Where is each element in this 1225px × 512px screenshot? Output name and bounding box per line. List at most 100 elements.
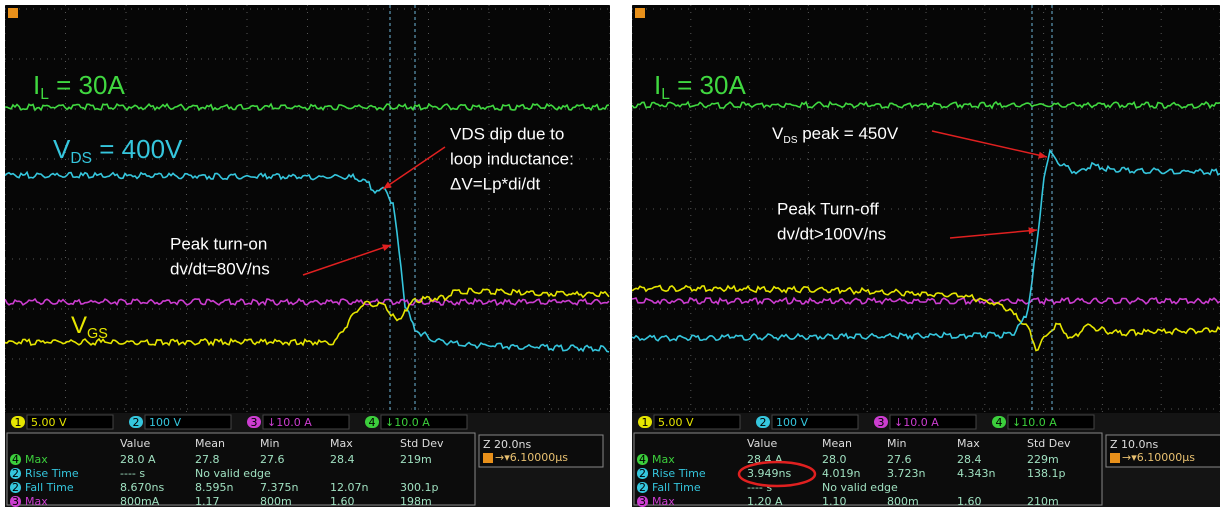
- measure-cell: Fall Time: [652, 481, 701, 494]
- measure-cell: No valid edge: [195, 467, 271, 480]
- label-part: I: [33, 70, 40, 100]
- measure-cell: 27.6: [260, 453, 285, 466]
- channel-number: 2: [760, 416, 767, 429]
- measure-cell: ---- s: [120, 467, 145, 480]
- measure-cell: 2: [12, 481, 19, 494]
- measure-cell: 1.60: [330, 495, 355, 507]
- channel-number: 1: [642, 416, 649, 429]
- measure-header: Min: [260, 437, 280, 450]
- page: IL = 30AVDS = 400VVGSVDS dip due toloop …: [0, 0, 1225, 512]
- measure-cell: 800m: [260, 495, 292, 507]
- annotation: dv/dt>100V/ns: [777, 224, 886, 243]
- label-part: DS: [70, 150, 92, 167]
- measure-cell: 7.375n: [260, 481, 298, 494]
- channel-scale: 5.00 V: [31, 416, 67, 429]
- annotation: Peak Turn-off: [777, 199, 879, 218]
- measure-header: Max: [957, 437, 980, 450]
- measure-cell: 210m: [1027, 495, 1059, 507]
- label-part: = 400V: [92, 134, 183, 164]
- measure-cell: 28.4: [330, 453, 355, 466]
- measure-cell: 800mA: [120, 495, 160, 507]
- measure-cell: 138.1p: [1027, 467, 1065, 480]
- measure-cell: 229m: [1027, 453, 1059, 466]
- measure-cell: 12.07n: [330, 481, 368, 494]
- trigger-position: →▾6.10000µs: [495, 451, 568, 464]
- measure-cell: 1.10: [822, 495, 847, 507]
- channel-number: 4: [996, 416, 1003, 429]
- measure-cell: Rise Time: [25, 467, 79, 480]
- measure-cell: 27.6: [887, 453, 912, 466]
- channel-number: 3: [251, 416, 258, 429]
- measure-header: Value: [747, 437, 777, 450]
- trigger-position: →▾6.10000µs: [1122, 451, 1195, 464]
- annotation: ΔV=Lp*di/dt: [450, 174, 541, 193]
- measure-cell: 198m: [400, 495, 432, 507]
- measure-cell: Fall Time: [25, 481, 74, 494]
- measure-cell: 28.0 A: [120, 453, 156, 466]
- label-part: = 30A: [49, 70, 126, 100]
- measure-header: Mean: [195, 437, 225, 450]
- measure-cell: Rise Time: [652, 467, 706, 480]
- measure-cell: 2: [639, 467, 646, 480]
- channel-number: 4: [369, 416, 376, 429]
- measure-cell: 8.595n: [195, 481, 233, 494]
- measure-cell: 27.8: [195, 453, 220, 466]
- measure-cell: 3.723n: [887, 467, 925, 480]
- measure-cell: Max: [652, 495, 675, 507]
- annotation: loop inductance:: [450, 149, 574, 168]
- measure-cell: 4.019n: [822, 467, 860, 480]
- label-part: = 30A: [670, 70, 747, 100]
- channel-scale: 100 V: [149, 416, 181, 429]
- channel-number: 2: [133, 416, 140, 429]
- measure-cell: 1.60: [957, 495, 982, 507]
- measure-cell: 4.343n: [957, 467, 995, 480]
- scope-right: IL = 30A VDS peak = 450V Peak Turn-off dv/d…: [632, 5, 1220, 507]
- label-part: L: [40, 86, 49, 103]
- measure-cell: 4: [639, 453, 646, 466]
- measure-header: Value: [120, 437, 150, 450]
- measure-cell: 2: [639, 481, 646, 494]
- channel-scale: ↓10.0 A: [1012, 416, 1057, 429]
- measure-cell: 3: [12, 495, 19, 507]
- label-part: V: [71, 312, 87, 339]
- measure-cell: 800m: [887, 495, 919, 507]
- measure-cell: Max: [25, 453, 48, 466]
- measure-header: Max: [330, 437, 353, 450]
- label-part: V: [53, 134, 71, 164]
- measure-cell: 3.949ns: [747, 467, 791, 480]
- measure-header: Min: [887, 437, 907, 450]
- annotation: dv/dt=80V/ns: [170, 259, 270, 278]
- timebase: Z 10.0ns: [1110, 438, 1158, 451]
- measure-cell: Max: [25, 495, 48, 507]
- trigger-badge: [483, 453, 493, 463]
- trigger-icon: [8, 8, 18, 18]
- measure-cell: 28.0: [822, 453, 847, 466]
- measure-cell: 4: [12, 453, 19, 466]
- label-part: V: [772, 124, 784, 143]
- measure-cell: 1.20 A: [747, 495, 783, 507]
- measure-cell: 8.670ns: [120, 481, 164, 494]
- annotation: VDS dip due to: [450, 124, 564, 143]
- channel-number: 3: [878, 416, 885, 429]
- measure-cell: 3: [639, 495, 646, 507]
- label-part: DS: [783, 135, 797, 146]
- channel-scale: ↓10.0 A: [894, 416, 939, 429]
- label-part: I: [654, 70, 661, 100]
- measure-header: Mean: [822, 437, 852, 450]
- trigger-icon: [635, 8, 645, 18]
- label-part: peak = 450V: [798, 124, 899, 143]
- channel-scale: 100 V: [776, 416, 808, 429]
- label-part: L: [661, 86, 670, 103]
- measure-cell: 28.4: [957, 453, 982, 466]
- channel-scale: 5.00 V: [658, 416, 694, 429]
- channel-scale: ↓10.0 A: [385, 416, 430, 429]
- trigger-badge: [1110, 453, 1120, 463]
- channel-number: 1: [15, 416, 22, 429]
- measure-cell: 1.17: [195, 495, 220, 507]
- measure-cell: 219m: [400, 453, 432, 466]
- channel-scale: ↓10.0 A: [267, 416, 312, 429]
- measure-header: Std Dev: [400, 437, 444, 450]
- timebase: Z 20.0ns: [483, 438, 531, 451]
- measure-header: Std Dev: [1027, 437, 1071, 450]
